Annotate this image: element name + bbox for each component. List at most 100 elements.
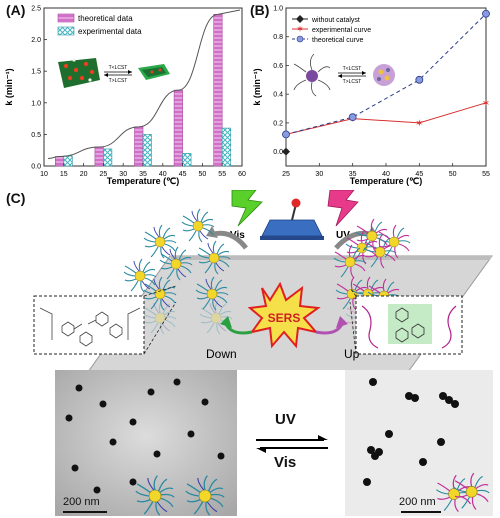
sers-burst-icon	[247, 281, 321, 349]
experimental-point: ✶	[415, 118, 423, 129]
chart-a-ytick-label: 1.5	[31, 69, 41, 76]
legend-without-catalyst-marker	[296, 15, 304, 23]
bar-experimental	[182, 153, 192, 167]
chart-a-ytick-label: 2.0	[31, 37, 41, 44]
legend-theoretical-marker	[296, 35, 304, 43]
bar-experimental	[142, 134, 152, 167]
switch-vis-label: Vis	[274, 454, 297, 471]
chart-b-legend: without catalyst ✶ experimental curve th…	[292, 15, 371, 44]
legend-experimental-marker: ✶	[296, 24, 304, 34]
panel-c-label: (C)	[6, 190, 26, 206]
up-label: Up	[344, 347, 360, 361]
legend-theoretical-label: theoretical data	[78, 14, 133, 23]
theoretical-point	[482, 9, 490, 18]
trans-azo-molecule	[39, 307, 141, 347]
chart-a-legend: theoretical data experimental data	[57, 13, 142, 36]
chart-b-xtick-label: 35	[349, 171, 357, 178]
theoretical-point	[348, 113, 357, 122]
chart-a-xtick-label: 55	[218, 171, 226, 178]
chart-b-ytick-label: 0.0	[273, 149, 283, 156]
bar-theoretical	[213, 14, 223, 167]
chart-a-inset: T<LCST T>LCST	[58, 58, 170, 88]
tem-image-dispersed: 200 nm	[55, 370, 237, 516]
down-label: Down	[206, 347, 237, 361]
uv-light-bolt-icon	[327, 190, 359, 227]
inset-b-above: T<LCST	[343, 66, 362, 72]
bar-theoretical	[173, 89, 183, 167]
chart-a-xtick-label: 25	[100, 171, 108, 178]
vis-arrow	[213, 230, 248, 250]
cis-azo-molecule	[361, 305, 457, 349]
uv-label: UV	[336, 230, 350, 241]
legend-experimental-curve-label: experimental curve	[312, 27, 371, 34]
chart-b-ytick-label: 0.2	[273, 120, 283, 127]
chart-a-ytick-label: 1.0	[31, 100, 41, 107]
panel-a-label: (A)	[6, 2, 26, 18]
chart-b-xtick-label: 50	[449, 171, 457, 178]
chart-b-xlabel: Temperature (℃)	[350, 176, 422, 186]
bar-experimental	[103, 148, 113, 167]
inset-a-below: T>LCST	[109, 78, 128, 84]
series-line-1	[285, 102, 487, 135]
chart-b-xtick-label: 40	[382, 171, 390, 178]
chart-a-xtick-label: 30	[119, 171, 127, 178]
chart-b-xtick-label: 45	[415, 171, 423, 178]
chart-a-xtick-label: 20	[80, 171, 88, 178]
theoretical-point	[282, 130, 290, 139]
chart-a-xtick-label: 60	[238, 171, 246, 178]
chart-b-ytick-label: 0.8	[273, 34, 283, 41]
bar-theoretical	[54, 156, 65, 167]
chart-b-xtick-label: 25	[282, 171, 290, 178]
series-line-2	[285, 13, 487, 135]
tem-left-scale-label: 200 nm	[63, 496, 100, 508]
chart-a-xtick-label: 15	[60, 171, 68, 178]
chart-a-xtick-label: 50	[199, 171, 207, 178]
bar-theoretical	[134, 126, 144, 167]
chart-a-ylabel: k (min⁻¹)	[4, 68, 14, 105]
without-catalyst-point	[282, 147, 290, 156]
chart-a-xtick-label: 40	[159, 171, 167, 178]
chart-b-ytick-label: 0.4	[273, 92, 283, 99]
chart-a-xtick-label: 45	[179, 171, 187, 178]
sers-label: SERS	[268, 311, 301, 325]
tem-image-aggregated: 200 nm	[345, 370, 493, 516]
swollen-gel-icon	[58, 58, 100, 88]
micelle-collapsed-icon	[373, 64, 395, 86]
reversible-arrows	[256, 435, 328, 453]
chart-b-ytick-label: 1.0	[273, 6, 283, 13]
bar-theoretical	[94, 146, 104, 167]
inset-b-below: T>LCST	[343, 79, 362, 85]
bar-experimental	[63, 155, 73, 167]
tem-right-scale-label: 200 nm	[399, 496, 436, 508]
legend-without-catalyst-label: without catalyst	[311, 17, 360, 24]
legend-theoretical-curve-label: theoretical curve	[312, 37, 363, 44]
vis-label: Vis	[230, 230, 245, 241]
vis-light-bolt-icon	[231, 190, 263, 227]
uv-arrow	[334, 230, 371, 250]
collapsed-gel-icon	[138, 64, 170, 80]
panel-b-label: (B)	[250, 2, 270, 18]
legend-experimental-swatch	[57, 26, 75, 36]
micelle-swollen-icon	[293, 53, 331, 97]
experimental-point: ✶	[482, 98, 490, 109]
legend-experimental-label: experimental data	[78, 27, 142, 36]
light-switch-icon	[260, 198, 324, 240]
legend-theoretical-swatch	[57, 13, 75, 23]
chart-a-ytick-label: 0.5	[31, 132, 41, 139]
chart-a-trend-curve	[47, 9, 241, 160]
chart-b-xtick-label: 55	[482, 171, 490, 178]
chart-a-xlabel: Temperature (℃)	[107, 176, 179, 186]
chart-b-xtick-label: 30	[315, 171, 323, 178]
inset-a-above: T<LCST	[109, 65, 128, 71]
chart-a-ytick-label: 0.0	[31, 164, 41, 171]
chart-b-ylabel: k (min⁻¹)	[252, 68, 262, 105]
trans-azo-inset	[33, 295, 145, 355]
chart-b-inset: T<LCST T>LCST	[293, 53, 395, 97]
switch-uv-label: UV	[275, 411, 296, 428]
chart-a: 10 15 20 25 30 35 40 45 50 55 60 0.0 0.5 1.0 1.5 2.0 2.5…	[4, 6, 246, 187]
chart-a-ytick-label: 2.5	[31, 6, 41, 13]
tem-dispersed-particles	[65, 378, 225, 494]
chart-a-xtick-label: 10	[40, 171, 48, 178]
theoretical-point	[415, 75, 424, 84]
